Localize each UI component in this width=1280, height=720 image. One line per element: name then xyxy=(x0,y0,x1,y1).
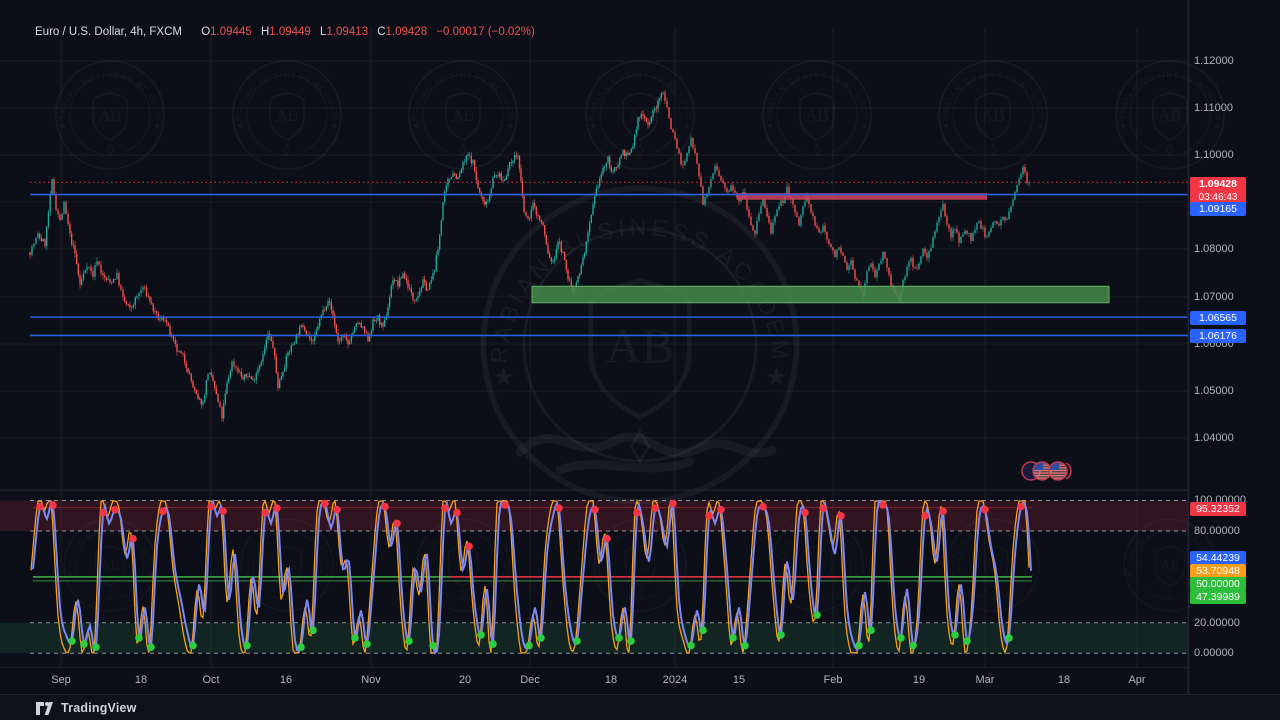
tradingview-logo-link[interactable]: TradingView xyxy=(36,701,137,716)
last-price-label[interactable]: 1.09428 03:46:43 xyxy=(1190,177,1246,205)
indicator-tick: 0.00000 xyxy=(1194,647,1234,659)
bottom-toolbar: TradingView xyxy=(0,694,1280,720)
time-axis-label: 2024 xyxy=(662,674,688,686)
price-tick: 1.07000 xyxy=(1194,291,1234,303)
time-axis-label: 16 xyxy=(279,674,293,686)
tradingview-logo-icon xyxy=(36,701,53,715)
low-label: L xyxy=(320,26,327,38)
indicator-value-label: 54.44239 xyxy=(1190,551,1246,565)
time-axis-label: Mar xyxy=(975,674,995,686)
time-axis-label: 15 xyxy=(732,674,746,686)
time-axis-label: 18 xyxy=(1057,674,1071,686)
open-label: O xyxy=(201,26,211,38)
price-tick: 1.10000 xyxy=(1194,149,1234,161)
countdown-timer: 03:46:43 xyxy=(1198,192,1238,203)
time-axis-label: Dec xyxy=(520,674,540,686)
indicator-value-label: 50.00000 xyxy=(1190,577,1246,591)
close-value: 1.09428 xyxy=(385,26,428,38)
open-value: 1.09445 xyxy=(210,26,252,38)
indicator-tick: 20.00000 xyxy=(1194,617,1240,629)
demand-zone-box xyxy=(531,285,1110,304)
price-tick: 1.11000 xyxy=(1194,102,1233,114)
low-value: 1.09413 xyxy=(326,26,369,38)
symbol-flags-icon xyxy=(1021,461,1072,481)
indicator-value-label: 47.39989 xyxy=(1190,590,1246,604)
time-axis-label: Sep xyxy=(51,674,71,686)
indicator-value-label: 95.32352 xyxy=(1190,502,1246,516)
price-tick: 1.12000 xyxy=(1194,55,1234,67)
time-scale[interactable] xyxy=(0,667,1188,695)
pane-separator[interactable] xyxy=(0,490,1188,491)
last-price-value: 1.09428 xyxy=(1199,178,1237,190)
close-label: C xyxy=(377,26,386,38)
change-value: −0.00017 (−0.02%) xyxy=(436,26,535,38)
price-scale[interactable] xyxy=(1188,0,1280,694)
symbol-legend[interactable]: Euro / U.S. Dollar, 4h, FXCM O1.09445 H1… xyxy=(35,26,535,38)
time-axis-label: Apr xyxy=(1128,674,1146,686)
tradingview-brand-text: TradingView xyxy=(61,701,137,715)
watermark-layer xyxy=(55,60,1225,612)
high-label: H xyxy=(260,26,270,38)
level-price-label[interactable]: 1.09165 xyxy=(1190,202,1246,216)
time-axis-label: Feb xyxy=(823,674,843,686)
level-price-label[interactable]: 1.06565 xyxy=(1190,311,1246,325)
indicator-tick: 80.00000 xyxy=(1194,525,1240,537)
indicator-value-label: 53.70948 xyxy=(1190,564,1246,578)
time-axis-label: 18 xyxy=(604,674,618,686)
time-axis-label: 20 xyxy=(458,674,472,686)
symbol-title: Euro / U.S. Dollar, 4h, FXCM xyxy=(35,26,182,38)
time-axis-label: 19 xyxy=(912,674,926,686)
time-axis-label: Oct xyxy=(202,674,220,686)
time-axis-label: 18 xyxy=(134,674,148,686)
price-tick: 1.04000 xyxy=(1194,432,1234,444)
level-price-label[interactable]: 1.06176 xyxy=(1190,329,1246,343)
high-value: 1.09449 xyxy=(269,26,311,38)
time-axis-label: Nov xyxy=(361,674,381,686)
price-tick: 1.08000 xyxy=(1194,243,1234,255)
price-tick: 1.05000 xyxy=(1194,385,1234,397)
oversold-zone xyxy=(0,622,1188,654)
oscillator-series xyxy=(30,498,1032,655)
supply-zone-box xyxy=(737,193,987,200)
